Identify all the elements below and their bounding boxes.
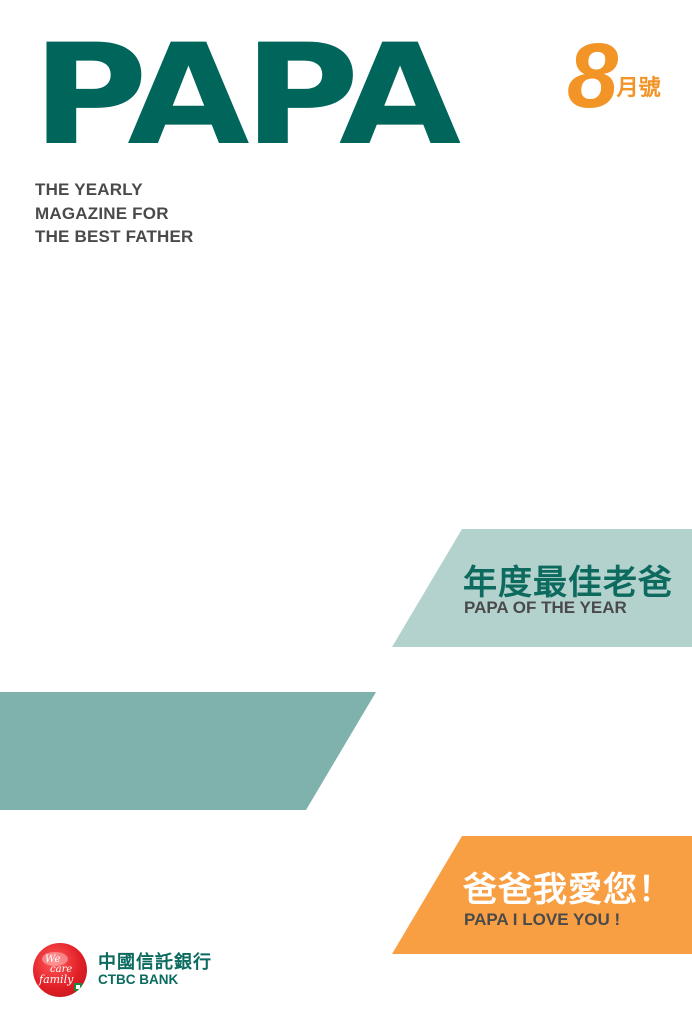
- tagline-line-2: MAGAZINE FOR: [35, 203, 169, 223]
- issue-number: 8: [567, 25, 618, 127]
- svg-text:care: care: [50, 964, 72, 975]
- bank-logo-icon: We care family: [33, 943, 87, 997]
- svg-text:family: family: [38, 973, 74, 986]
- love-banner-title-zh: 爸爸我愛您！: [463, 871, 673, 909]
- issue-label: 8 月號: [567, 30, 661, 122]
- tagline-line-1: THE YEARLY: [35, 180, 143, 199]
- tagline-line-3: THE BEST FATHER: [35, 227, 194, 246]
- award-banner-title-zh: 年度最佳老爸: [463, 564, 673, 602]
- magazine-title: PAPA: [32, 14, 461, 177]
- bank-name-zh: 中國信託銀行: [98, 952, 212, 972]
- bank-name-en: CTBC BANK: [98, 972, 179, 987]
- magazine-tagline: THE YEARLY MAGAZINE FOR THE BEST FATHER: [35, 178, 194, 249]
- love-banner-title-en: PAPA I LOVE YOU !: [464, 910, 621, 929]
- middle-banner: [0, 692, 376, 810]
- issue-month-text: 月號: [616, 75, 661, 100]
- award-banner-title-en: PAPA OF THE YEAR: [464, 598, 627, 617]
- svg-text:We: We: [45, 954, 60, 965]
